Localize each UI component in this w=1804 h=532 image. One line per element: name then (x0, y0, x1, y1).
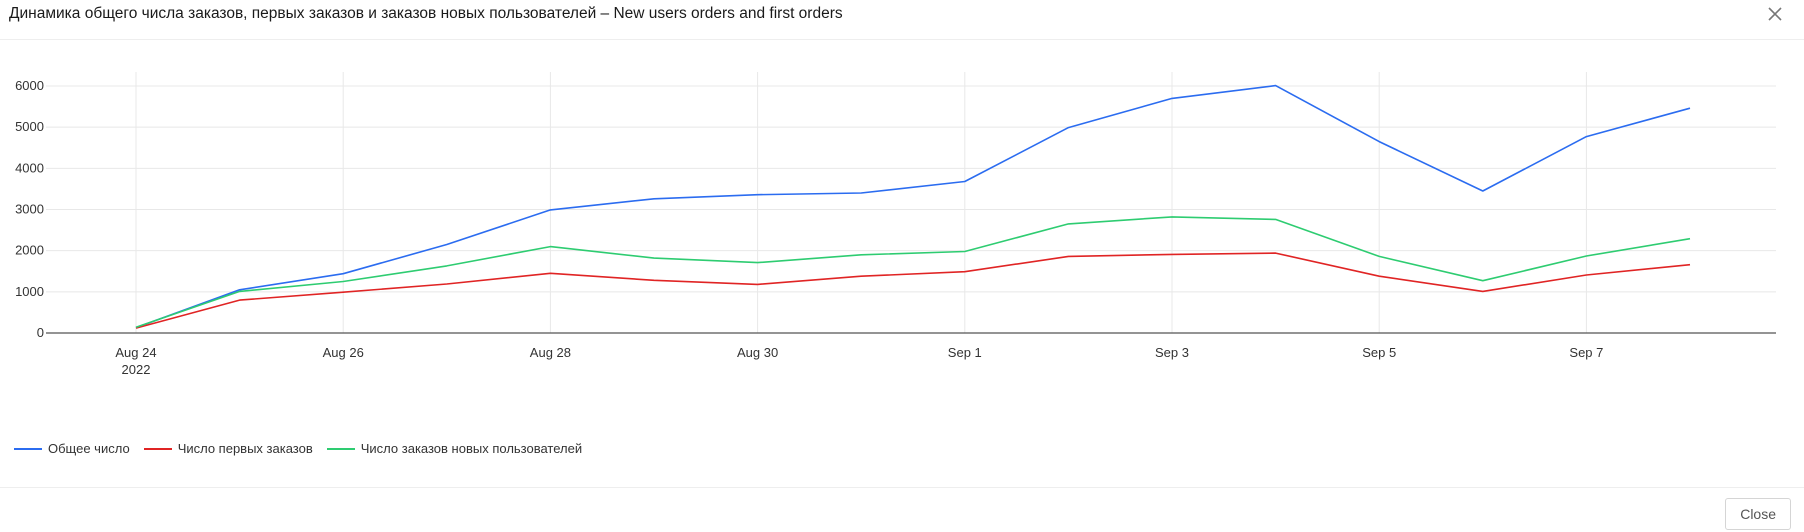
dialog-footer: Close (0, 487, 1804, 532)
y-tick-label: 6000 (15, 78, 44, 93)
legend-item-2[interactable]: Число первых заказов (143, 441, 313, 456)
x-tick-label: Sep 7 (1569, 345, 1603, 360)
x-tick-label: Aug 28 (530, 345, 571, 360)
series-line-2[interactable] (135, 252, 1691, 329)
series-line-3[interactable] (135, 216, 1691, 328)
chart-svg: 0 1000 2000 3000 4000 5000 6000 Aug 24 2022 Aug 2… (15, 72, 1776, 377)
x-tick-label: Sep 1 (948, 345, 982, 360)
close-button[interactable]: Close (1725, 498, 1791, 530)
legend-item-1[interactable]: Общее число (14, 441, 130, 456)
x-tick-label: Sep 3 (1155, 345, 1189, 360)
dialog-title: Динамика общего числа заказов, первых за… (9, 5, 843, 22)
y-tick-label: 0 (37, 325, 44, 340)
chart-legend: Общее число Число первых заказов Число зак… (14, 441, 582, 456)
close-icon[interactable] (1764, 3, 1786, 25)
y-tick-label: 5000 (15, 119, 44, 134)
legend-swatch (14, 447, 42, 450)
y-tick-label: 3000 (15, 202, 44, 217)
legend-label: Число первых заказов (177, 441, 313, 456)
dialog-header: Динамика общего числа заказов, первых за… (0, 0, 1804, 40)
x-tick-label: Aug 30 (737, 345, 778, 360)
legend-swatch (143, 447, 172, 450)
legend-label: Общее число (48, 441, 130, 456)
legend-label: Число заказов новых пользователей (360, 441, 583, 456)
line-chart: 0 1000 2000 3000 4000 5000 6000 Aug 24 2022 Aug 2… (0, 40, 1804, 488)
x-tick-sublabel: 2022 (122, 362, 151, 377)
series-line-1[interactable] (135, 84, 1691, 329)
x-tick-label: Sep 5 (1362, 345, 1396, 360)
x-tick-label: Aug 26 (323, 345, 364, 360)
legend-swatch (326, 447, 355, 450)
x-tick-label: Aug 24 (115, 345, 156, 360)
y-tick-label: 4000 (15, 160, 44, 175)
y-tick-label: 2000 (15, 243, 44, 258)
y-tick-label: 1000 (15, 284, 44, 299)
legend-item-3[interactable]: Число заказов новых пользователей (326, 441, 583, 456)
